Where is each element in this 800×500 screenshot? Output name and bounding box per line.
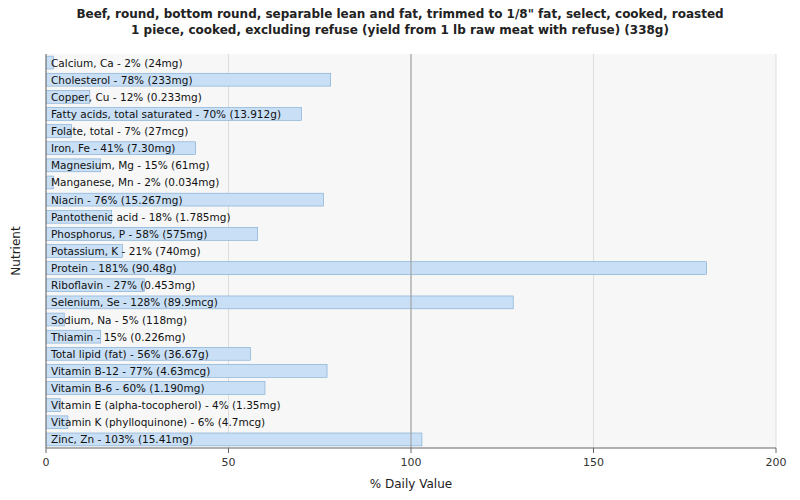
tick-label: 100 (401, 456, 422, 469)
tick-label: 0 (43, 456, 50, 469)
y-axis (46, 54, 47, 448)
bar (46, 262, 707, 275)
bar (46, 347, 250, 360)
reference-line (411, 54, 412, 448)
category-label: Vitamin E (alpha-tocopherol) - 4% (1.35m… (51, 399, 281, 411)
title: Beef, round, bottom round, separable lea… (76, 7, 723, 37)
category-label: Vitamin K (phylloquinone) - 6% (4.7mcg) (51, 416, 265, 428)
tick-mark (228, 448, 229, 453)
category-label: Folate, total - 7% (27mcg) (51, 125, 188, 137)
category-label: Vitamin B-12 - 77% (4.63mcg) (51, 365, 210, 377)
bars (46, 56, 707, 446)
category-label: Magnesium, Mg - 15% (61mg) (51, 159, 210, 171)
category-label: Riboflavin - 27% (0.453mg) (51, 279, 195, 291)
grid-line (411, 54, 412, 448)
tick-mark (776, 448, 777, 453)
category-label: Thiamin - 15% (0.226mg) (50, 331, 186, 343)
category-label: Calcium, Ca - 2% (24mg) (51, 57, 183, 69)
grid (46, 54, 776, 448)
bar (46, 108, 302, 121)
tick-label: 200 (766, 456, 787, 469)
grid-line (593, 54, 594, 448)
category-label: Pantothenic acid - 18% (1.785mg) (51, 211, 230, 223)
tick-mark (593, 448, 594, 453)
x-axis (46, 448, 776, 449)
category-label: Selenium, Se - 128% (89.9mcg) (51, 296, 218, 308)
title-line: Beef, round, bottom round, separable lea… (76, 7, 723, 21)
title-line: 1 piece, cooked, excluding refuse (yield… (131, 23, 669, 37)
category-label: Manganese, Mn - 2% (0.034mg) (51, 176, 219, 188)
bar (46, 73, 331, 86)
tick-mark (411, 448, 412, 453)
bar (46, 433, 422, 446)
tick-label: 150 (583, 456, 604, 469)
category-label: Niacin - 76% (15.267mg) (51, 194, 183, 206)
tick-label: 50 (222, 456, 236, 469)
y-axis-label: Nutrient (9, 226, 23, 276)
category-label: Total lipid (fat) - 56% (36.67g) (50, 348, 209, 360)
category-label: Cholesterol - 78% (233mg) (51, 74, 193, 86)
category-label: Zinc, Zn - 103% (15.41mg) (51, 433, 193, 445)
plot-area (46, 54, 776, 448)
chart: Beef, round, bottom round, separable lea… (0, 0, 800, 500)
category-label: Copper, Cu - 12% (0.233mg) (51, 91, 202, 103)
bar (46, 382, 265, 395)
category-label: Potassium, K - 21% (740mg) (51, 245, 201, 257)
x-axis-label: % Daily Value (370, 477, 452, 491)
grid-line (776, 54, 777, 448)
category-label: Sodium, Na - 5% (118mg) (51, 314, 187, 326)
grid-line (46, 54, 47, 448)
bar (46, 364, 327, 377)
tick-mark (46, 448, 47, 453)
bar (46, 227, 258, 240)
bar (46, 193, 323, 206)
category-label: Protein - 181% (90.48g) (51, 262, 177, 274)
category-label: Vitamin B-6 - 60% (1.190mg) (51, 382, 205, 394)
category-label: Iron, Fe - 41% (7.30mg) (51, 142, 175, 154)
category-label: Phosphorus, P - 58% (575mg) (51, 228, 207, 240)
bar (46, 142, 196, 155)
bar (46, 296, 513, 309)
category-label: Fatty acids, total saturated - 70% (13.9… (51, 108, 281, 120)
